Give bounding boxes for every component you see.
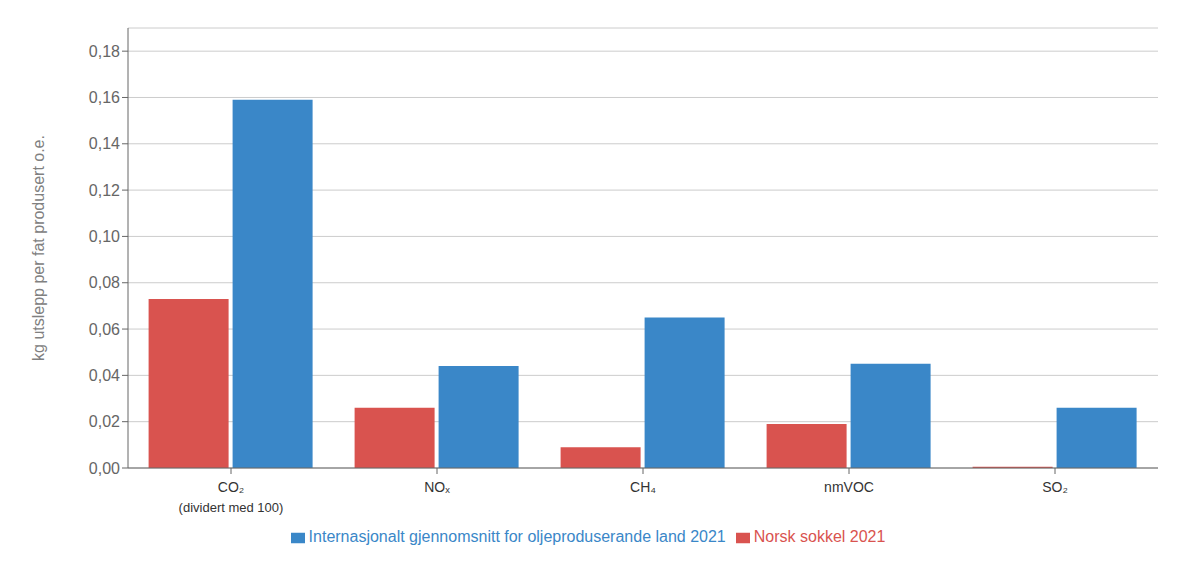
svg-text:0,06: 0,06	[89, 321, 120, 338]
svg-text:CH₄: CH₄	[630, 479, 656, 495]
html-text:Internasjonalt gjennomsnitt fo: Internasjonalt gjennomsnitt for oljeprod…	[308, 528, 726, 545]
svg-text:0,14: 0,14	[89, 135, 120, 152]
svg-text:0,10: 0,10	[89, 228, 120, 245]
svg-text:0,00: 0,00	[89, 460, 120, 477]
svg-text:SO₂: SO₂	[1042, 479, 1068, 495]
svg-text:CO₂: CO₂	[218, 479, 244, 495]
svg-text:kg utslepp per fat produsert o: kg utslepp per fat produsert o.e.	[30, 135, 47, 361]
svg-text:0,02: 0,02	[89, 413, 120, 430]
svg-text:0,08: 0,08	[89, 274, 120, 291]
html-text:Norsk sokkel 2021: Norsk sokkel 2021	[753, 528, 886, 545]
svg-text:nmVOC: nmVOC	[824, 479, 874, 495]
svg-text:(dividert med 100): (dividert med 100)	[179, 500, 284, 515]
svg-text:0,16: 0,16	[89, 89, 120, 106]
svg-text:NOₓ: NOₓ	[424, 479, 450, 495]
svg-text:0,12: 0,12	[89, 182, 120, 199]
svg-text:0,04: 0,04	[89, 367, 120, 384]
svg-text:0,18: 0,18	[89, 43, 120, 60]
